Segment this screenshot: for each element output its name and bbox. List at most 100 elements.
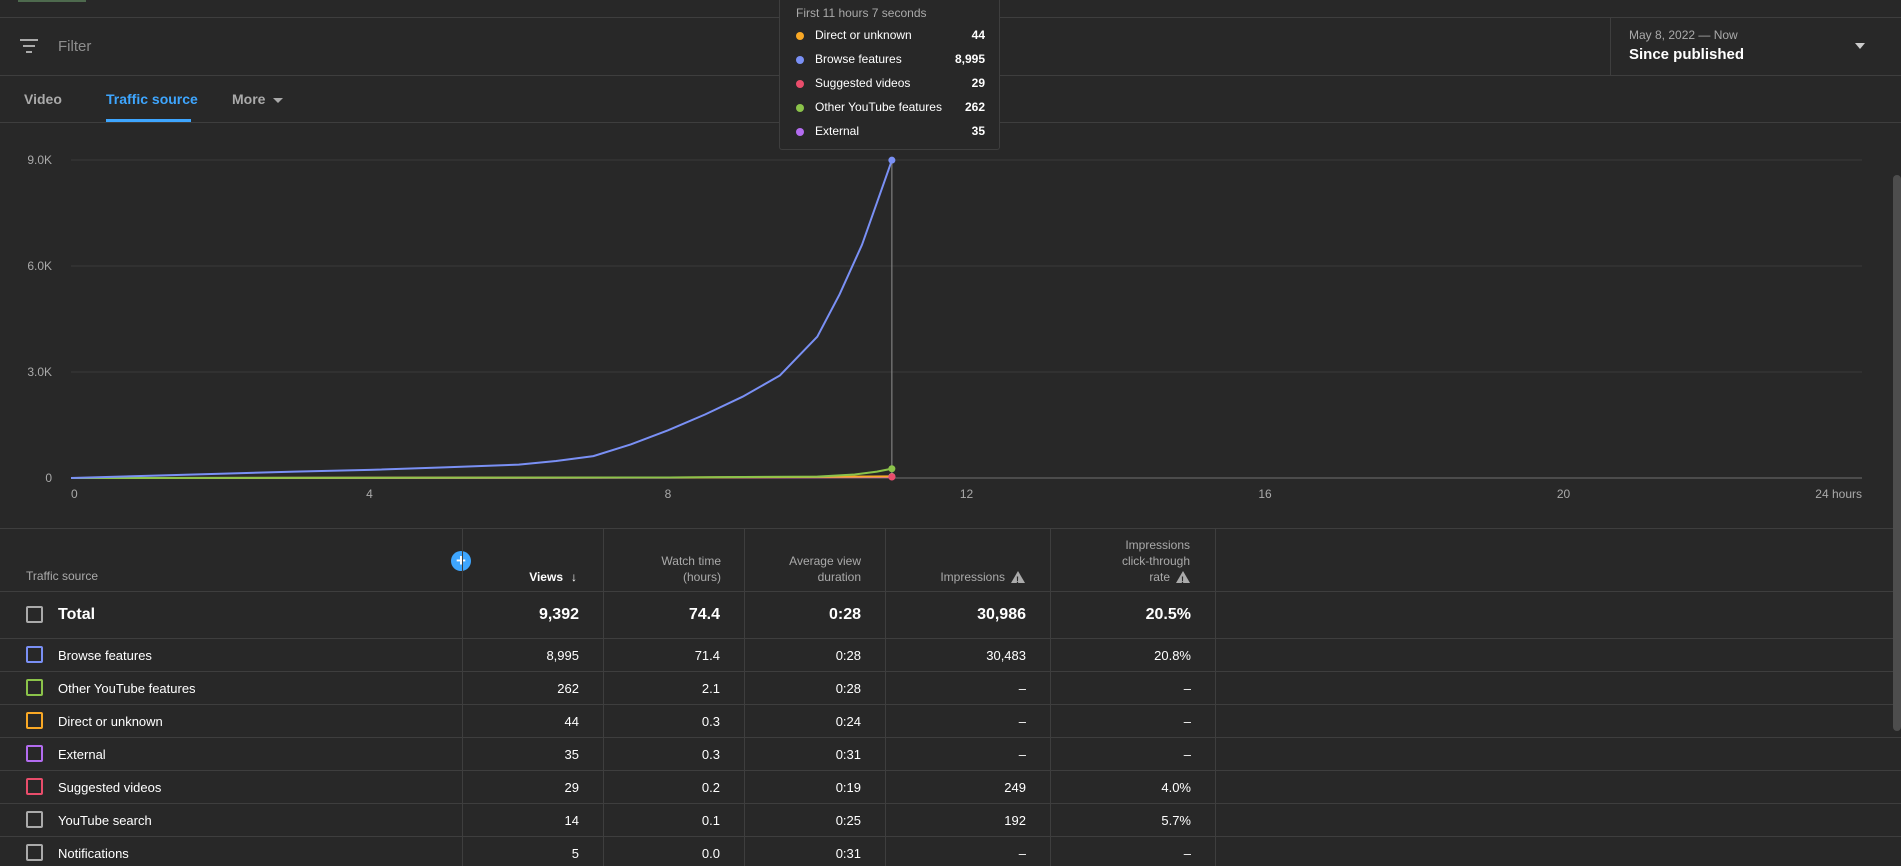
header-watch-time[interactable]: Watch time (hours) [661, 553, 721, 585]
y-tick-label: 9.0K [27, 153, 52, 167]
cell-views: 14 [564, 813, 579, 828]
tab-traffic-source[interactable]: Traffic source [106, 91, 198, 107]
cell-impressions: 249 [1004, 780, 1026, 795]
cell-avg-duration: 0:28 [835, 681, 861, 696]
x-tick-label: 16 [1258, 487, 1272, 501]
row-label[interactable]: Suggested videos [58, 780, 162, 795]
tooltip-value: 35 [971, 124, 985, 138]
tooltip-row: External 35 [796, 124, 985, 140]
traffic-chart[interactable]: 0 3.0K 6.0K 9.0K 0 4 8 12 16 20 24 hours [0, 124, 1901, 528]
caret-down-icon [273, 97, 284, 103]
date-range-dropdown[interactable]: May 8, 2022 — Now Since published [1610, 18, 1901, 76]
cell-ctr: 5.7% [1161, 813, 1191, 828]
cell-watch-time: 71.4 [694, 648, 720, 663]
row-checkbox[interactable] [26, 679, 43, 696]
cell-impressions: – [1018, 714, 1026, 729]
cell-avg-duration: 0:31 [835, 846, 861, 861]
tooltip-label: Browse features [815, 52, 902, 66]
tab-video[interactable]: Video [24, 91, 62, 107]
cell-ctr: – [1183, 846, 1191, 861]
tab-more[interactable]: More [232, 91, 284, 107]
warning-icon [1011, 571, 1025, 588]
legend-dot-icon [796, 80, 804, 88]
tooltip-title: First 11 hours 7 seconds [796, 6, 927, 20]
row-label[interactable]: Direct or unknown [58, 714, 163, 729]
header-ctr-line1: Impressions [1125, 538, 1190, 552]
header-traffic-source: Traffic source [26, 569, 99, 583]
x-tick-label: 4 [366, 487, 373, 501]
tooltip-value: 44 [971, 28, 985, 42]
header-avg-duration[interactable]: Average view duration [789, 553, 861, 585]
filter-icon[interactable] [20, 39, 38, 53]
header-watch-time-line1: Watch time [661, 554, 721, 568]
y-tick-label: 3.0K [27, 365, 52, 379]
cell-avg-duration: 0:31 [835, 747, 861, 762]
row-label[interactable]: External [58, 747, 106, 762]
video-thumbnail[interactable] [18, 0, 86, 2]
row-checkbox[interactable] [26, 844, 43, 861]
tooltip-label: Direct or unknown [815, 28, 912, 42]
header-impressions-label: Impressions [940, 570, 1005, 584]
table-row: Direct or unknown 44 0.3 0:24 – – [0, 705, 1901, 738]
row-checkbox[interactable] [26, 778, 43, 795]
cell-watch-time: 0.3 [701, 747, 720, 762]
header-views-label: Views [529, 570, 563, 584]
legend-dot-icon [796, 32, 804, 40]
cell-ctr: – [1183, 714, 1191, 729]
cell-views: 9,392 [538, 606, 579, 623]
cell-views: 44 [564, 714, 579, 729]
header-views[interactable]: Views ↓ [529, 569, 577, 585]
cell-impressions: – [1018, 681, 1026, 696]
cell-watch-time: 2.1 [701, 681, 720, 696]
header-avg-line2: duration [817, 570, 861, 584]
cell-views: 8,995 [546, 648, 579, 663]
legend-dot-icon [796, 104, 804, 112]
add-column-button[interactable]: + [451, 551, 471, 571]
table-row: Other YouTube features 262 2.1 0:28 – – [0, 672, 1901, 705]
cell-impressions: – [1018, 846, 1026, 861]
cell-watch-time: 0.2 [701, 780, 720, 795]
row-label[interactable]: Browse features [58, 648, 152, 663]
cell-ctr: – [1183, 681, 1191, 696]
total-checkbox[interactable] [26, 606, 43, 623]
header-ctr[interactable]: Impressions click-through rate [1122, 537, 1190, 588]
x-tick-label: 8 [665, 487, 672, 501]
tooltip-value: 262 [964, 100, 985, 114]
series-point [888, 156, 896, 164]
header-avg-line1: Average view [789, 554, 861, 568]
row-label[interactable]: YouTube search [58, 813, 152, 828]
cell-avg-duration: 0:25 [835, 813, 861, 828]
series-point [888, 473, 896, 481]
row-label[interactable]: Other YouTube features [58, 681, 196, 696]
traffic-source-table: Traffic source + Views ↓ Watch time (hours… [0, 528, 1901, 866]
row-checkbox[interactable] [26, 745, 43, 762]
tooltip-value: 29 [971, 76, 985, 90]
filter-input[interactable]: Filter [58, 38, 92, 55]
row-checkbox[interactable] [26, 646, 43, 663]
row-checkbox[interactable] [26, 811, 43, 828]
legend-dot-icon [796, 128, 804, 136]
row-label[interactable]: Notifications [58, 846, 129, 861]
cell-watch-time: 0.0 [701, 846, 720, 861]
header-impressions[interactable]: Impressions [940, 569, 1025, 588]
scrollbar[interactable] [1893, 175, 1901, 731]
series-line [70, 467, 893, 479]
tooltip-label: External [815, 124, 860, 138]
column-divider [744, 529, 745, 866]
row-checkbox[interactable] [26, 712, 43, 729]
column-divider [1050, 529, 1051, 866]
date-range-label: Since published [1629, 46, 1745, 63]
series-line [70, 159, 893, 479]
table-row: Browse features 8,995 71.4 0:28 30,483 20.8% [0, 639, 1901, 672]
header-watch-time-line2: (hours) [682, 570, 721, 584]
cell-impressions: 30,986 [977, 606, 1026, 623]
cell-views: 35 [564, 747, 579, 762]
tooltip-row: Direct or unknown 44 [796, 28, 985, 44]
tooltip-row: Browse features 8,995 [796, 52, 985, 68]
active-tab-indicator [106, 119, 191, 122]
cell-impressions: 30,483 [986, 648, 1026, 663]
table-row: Notifications 5 0.0 0:31 – – [0, 837, 1901, 866]
cell-views: 29 [564, 780, 579, 795]
tooltip-label: Suggested videos [815, 76, 911, 90]
column-divider [603, 529, 604, 866]
